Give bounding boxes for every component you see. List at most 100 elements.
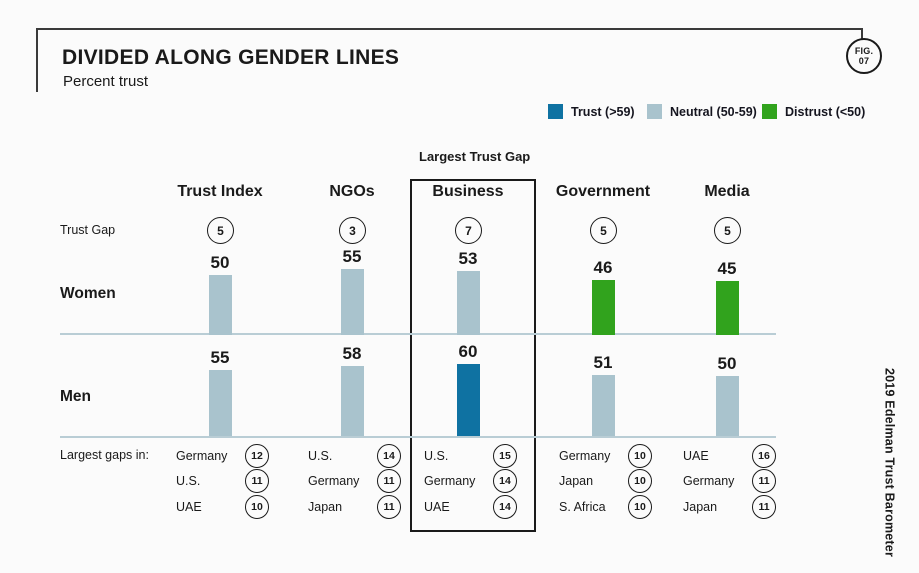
gap-row: UAE 14 — [406, 494, 530, 520]
edition-attribution: 2019 Edelman Trust Barometer — [882, 368, 897, 558]
men-row-baseline — [60, 436, 776, 438]
women-row-label: Women — [60, 285, 116, 302]
bar-group-women-ngos: 55 — [322, 248, 382, 335]
trust-gap-badge-trust-index: 5 — [207, 217, 234, 244]
bar-group-women-media: 45 — [697, 260, 757, 335]
gap-value-badge: 16 — [752, 443, 776, 468]
bar-men-business — [456, 364, 480, 436]
bar-value-label: 60 — [458, 342, 478, 361]
gap-value-badge: 11 — [752, 469, 776, 494]
bar-value-label: 53 — [458, 249, 478, 268]
gap-country-label: Germany — [176, 448, 228, 463]
bar-men-trust-index — [208, 370, 232, 436]
largest-gaps-ngos: U.S. 14 Germany 11 Japan 11 — [290, 443, 414, 520]
column-header-business: Business — [432, 183, 504, 200]
gap-value-badge: 10 — [628, 469, 652, 494]
gap-row: Japan 11 — [665, 494, 789, 520]
bar-value-label: 55 — [210, 348, 230, 367]
legend-label: Neutral (50-59) — [670, 104, 757, 119]
women-row-baseline — [60, 333, 776, 335]
business-highlight-box — [410, 179, 536, 532]
page-title: DIVIDED ALONG GENDER LINES — [62, 46, 400, 69]
legend-label: Distrust (<50) — [785, 104, 866, 119]
largest-gaps-business: U.S. 15 Germany 14 UAE 14 — [406, 443, 530, 520]
gap-country-label: UAE — [683, 448, 709, 463]
gap-row: Germany 14 — [406, 469, 530, 495]
largest-gaps-row-label: Largest gaps in: — [60, 448, 149, 462]
bar-group-men-government: 51 — [573, 354, 633, 436]
legend-item-trust: Trust (>59) — [548, 104, 635, 119]
bar-men-media — [715, 376, 739, 436]
bar-group-women-government: 46 — [573, 259, 633, 335]
column-header-trust-index: Trust Index — [177, 183, 263, 200]
bar-group-women-business: 53 — [438, 250, 498, 335]
bar-group-men-trust-index: 55 — [190, 349, 250, 436]
gap-country-label: Germany — [308, 474, 360, 489]
gap-country-label: Japan — [683, 499, 718, 514]
gap-row: U.S. 14 — [290, 443, 414, 469]
trust-gap-badge-ngos: 3 — [339, 217, 366, 244]
neutral-swatch-icon — [647, 104, 662, 119]
gap-value-badge: 11 — [377, 494, 401, 519]
left-corner-rule — [36, 28, 38, 92]
gap-row: Japan 11 — [290, 494, 414, 520]
gap-country-label: Japan — [559, 474, 594, 489]
bar-group-men-business: 60 — [438, 343, 498, 436]
column-header-government: Government — [555, 183, 651, 200]
fig-number-badge: FIG. 07 — [846, 38, 882, 74]
gap-country-label: UAE — [176, 499, 202, 514]
gap-country-label: U.S. — [308, 448, 333, 463]
bar-value-label: 55 — [342, 247, 362, 266]
gap-row: U.S. 15 — [406, 443, 530, 469]
gap-row: Japan 10 — [541, 469, 665, 495]
trust-gap-row-label: Trust Gap — [60, 223, 116, 237]
trust-gap-badge-business: 7 — [455, 217, 482, 244]
bar-women-media — [715, 281, 739, 335]
bar-men-government — [591, 375, 615, 436]
page-subtitle: Percent trust — [63, 73, 149, 90]
largest-trust-gap-annotation: Largest Trust Gap — [419, 149, 531, 164]
gap-value-badge: 12 — [245, 443, 269, 468]
gap-row: Germany 12 — [158, 443, 282, 469]
bar-women-ngos — [340, 269, 364, 335]
distrust-swatch-icon — [762, 104, 777, 119]
bar-women-trust-index — [208, 275, 232, 335]
gap-value-badge: 11 — [377, 469, 401, 494]
gap-value-badge: 14 — [493, 494, 517, 519]
gap-country-label: Germany — [559, 448, 611, 463]
gap-country-label: U.S. — [424, 448, 449, 463]
gap-row: Germany 11 — [665, 469, 789, 495]
gap-value-badge: 11 — [752, 494, 776, 519]
gap-value-badge: 10 — [245, 494, 269, 519]
gap-value-badge: 10 — [628, 443, 652, 468]
gap-country-label: UAE — [424, 499, 450, 514]
legend-item-neutral: Neutral (50-59) — [647, 104, 757, 119]
trust-swatch-icon — [548, 104, 563, 119]
gap-country-label: S. Africa — [559, 499, 606, 514]
gap-country-label: U.S. — [176, 474, 201, 489]
bar-value-label: 45 — [717, 259, 737, 278]
bar-group-women-trust-index: 50 — [190, 254, 250, 335]
men-row-label: Men — [60, 388, 91, 405]
top-rule-line — [36, 28, 862, 30]
legend-label: Trust (>59) — [571, 104, 635, 119]
trust-gap-badge-media: 5 — [714, 217, 741, 244]
bar-value-label: 51 — [593, 353, 613, 372]
bar-value-label: 50 — [210, 253, 230, 272]
gap-row: U.S. 11 — [158, 469, 282, 495]
legend-item-distrust: Distrust (<50) — [762, 104, 865, 119]
trust-gap-badge-government: 5 — [590, 217, 617, 244]
largest-gaps-government: Germany 10 Japan 10 S. Africa 10 — [541, 443, 665, 520]
column-header-ngos: NGOs — [329, 183, 375, 200]
bar-women-government — [591, 280, 615, 335]
fig-badge-number: 07 — [858, 56, 870, 66]
gap-value-badge: 10 — [628, 494, 652, 519]
bar-value-label: 50 — [717, 354, 737, 373]
gap-value-badge: 11 — [245, 469, 269, 494]
gap-row: UAE 10 — [158, 494, 282, 520]
gap-row: UAE 16 — [665, 443, 789, 469]
bar-value-label: 58 — [342, 344, 362, 363]
bar-value-label: 46 — [593, 258, 613, 277]
gap-country-label: Germany — [683, 474, 735, 489]
